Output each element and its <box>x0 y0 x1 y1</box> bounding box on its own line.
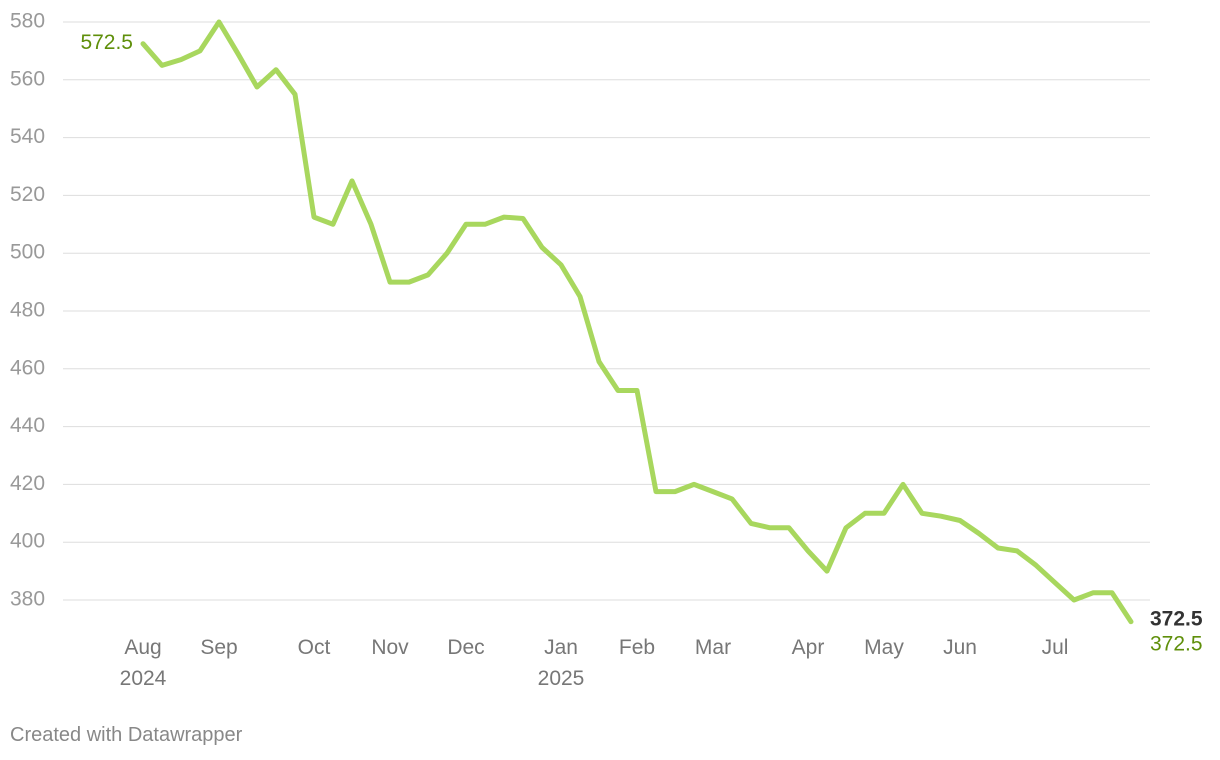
y-tick-label: 460 <box>10 356 45 379</box>
x-tick-label: Jan 2025 <box>537 636 585 690</box>
x-tick-label: May <box>864 636 904 659</box>
footer: Created with Datawrapper <box>10 724 243 746</box>
x-tick-label: Jul <box>1041 636 1069 659</box>
y-tick-label: 440 <box>10 414 45 437</box>
x-tick-label: Sep <box>200 636 238 659</box>
x-tick-label: Aug 2024 <box>119 636 167 690</box>
end-label: 372.5 <box>1150 608 1203 631</box>
x-tick-label: Jun <box>943 636 977 659</box>
x-tick-label: Apr <box>791 636 825 659</box>
end-label: 372.5 <box>1150 633 1203 656</box>
y-tick-label: 380 <box>10 588 45 611</box>
y-tick-label: 480 <box>10 299 45 322</box>
line <box>140 19 1134 625</box>
y-tick-label: 500 <box>10 241 45 264</box>
x-tick-label: Mar <box>694 636 732 659</box>
y-tick-label: 560 <box>10 67 45 90</box>
x-tick-label: Feb <box>618 636 656 659</box>
y-tick-label: 540 <box>10 125 45 148</box>
start-label: 572.5 <box>80 31 133 54</box>
y-tick-label: 420 <box>10 472 45 495</box>
x-tick-label: Dec <box>447 636 485 659</box>
x-tick-label: Nov <box>371 636 409 659</box>
y-tick-label: 400 <box>10 530 45 553</box>
x-tick-label: Oct <box>297 636 331 659</box>
y-tick-label: 580 <box>10 10 45 33</box>
y-tick-label: 520 <box>10 183 45 206</box>
